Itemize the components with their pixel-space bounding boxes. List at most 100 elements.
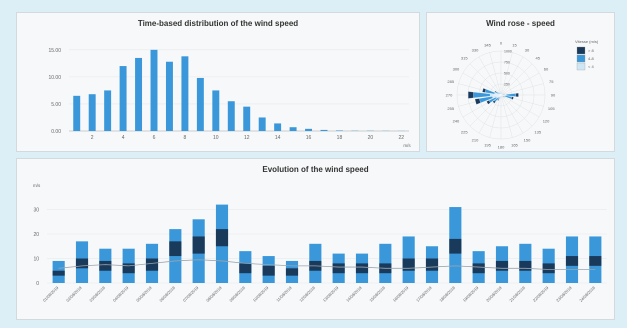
x-tick-label: 03/08/2019	[88, 285, 106, 303]
x-tick-label: 14	[275, 135, 281, 141]
bar-mean	[355, 263, 369, 274]
x-tick-label: 13/08/2019	[322, 285, 340, 303]
bar-mean	[542, 263, 555, 274]
x-tick-label: 18/08/2019	[438, 285, 456, 303]
bar-mean	[285, 268, 299, 276]
rose-sector	[486, 100, 491, 105]
x-tick-label: 06/08/2019	[158, 285, 176, 303]
direction-label: 0	[500, 41, 503, 46]
x-tick-label: 01/08/2019	[42, 285, 60, 303]
wind-rose-panel: Wind rose - speed 0 15 30 45 60 75 90 105 120 135…	[426, 12, 615, 152]
spoke	[500, 63, 533, 96]
rose-sector	[494, 90, 497, 93]
direction-label: 315	[461, 56, 468, 61]
bar	[88, 94, 96, 131]
spoke	[489, 94, 502, 138]
bar-mean	[519, 260, 532, 271]
bar	[150, 49, 158, 131]
spoke	[500, 72, 540, 96]
bar	[196, 77, 204, 131]
legend-label: > 8	[588, 48, 594, 53]
x-tick-label: 04/08/2019	[112, 285, 130, 303]
legend-swatch	[576, 54, 586, 63]
legend-label: < 4	[588, 64, 594, 69]
rose-sector	[482, 88, 486, 93]
spoke	[500, 94, 524, 134]
bar-mean	[75, 258, 89, 269]
direction-label: 60	[544, 67, 549, 72]
x-tick-label: 24/08/2019	[578, 285, 596, 303]
bar-mean	[192, 236, 205, 254]
spoke	[500, 83, 544, 96]
x-tick-label: 22/08/2019	[532, 285, 550, 303]
bar-mean	[425, 258, 439, 271]
rose-sector	[503, 96, 505, 98]
bar-mean	[402, 258, 415, 271]
bar	[243, 106, 251, 131]
wind-rose-title: Wind rose - speed	[486, 19, 555, 28]
direction-label: 180	[498, 145, 505, 150]
x-tick-label: 2	[91, 135, 94, 141]
rose-sector	[498, 92, 500, 94]
spoke	[500, 52, 513, 96]
x-tick-label: 12/08/2019	[298, 285, 316, 303]
bar-mean	[52, 270, 65, 276]
x-tick-label: 05/08/2019	[135, 285, 153, 303]
spoke	[469, 63, 502, 96]
direction-label: 165	[511, 143, 518, 148]
direction-label: 90	[551, 93, 556, 98]
direction-label: 120	[543, 119, 550, 124]
x-tick-label: 17/08/2019	[415, 285, 433, 303]
rose-sector	[499, 93, 501, 95]
evolution-chart: m/s 0 10 20 30 01/08/2019 02/08/2019 03/08/2019…	[33, 183, 607, 303]
bar	[335, 130, 343, 131]
x-tick-label: 10/08/2019	[252, 285, 270, 303]
x-tick-label: 21/08/2019	[508, 285, 526, 303]
bar-mean	[589, 256, 602, 266]
spoke	[500, 94, 513, 138]
x-tick-label: 20/08/2019	[485, 285, 503, 303]
legend-swatch	[576, 46, 586, 55]
direction-label: 270	[446, 93, 453, 98]
direction-label: 255	[447, 106, 454, 111]
bar-mean	[332, 263, 345, 274]
rose-sector	[515, 93, 519, 97]
rose-sector	[511, 96, 514, 100]
x-tick-label: 22	[398, 135, 404, 141]
legend-swatch	[576, 62, 586, 71]
x-tick-label: 6	[153, 135, 156, 141]
direction-label: 75	[549, 79, 554, 84]
spoke	[462, 72, 502, 96]
spoke	[500, 94, 540, 118]
x-tick-label: 08/08/2019	[205, 285, 223, 303]
bar	[305, 128, 313, 131]
direction-label: 210	[472, 138, 479, 143]
distribution-panel: Time-based distribution of the wind spee…	[16, 12, 420, 152]
bar	[104, 90, 112, 131]
x-tick-label: 14/08/2019	[345, 285, 363, 303]
direction-label: 15	[512, 42, 517, 47]
x-tick-label: 16/08/2019	[392, 285, 410, 303]
direction-label: 105	[548, 106, 555, 111]
bar	[274, 123, 282, 131]
y-tick-label: 0.00	[51, 129, 61, 135]
trend-line	[58, 259, 596, 270]
x-tick-label: 19/08/2019	[462, 285, 480, 303]
x-tick-label: 10	[213, 135, 219, 141]
x-tick-label: 8	[184, 135, 187, 141]
bar	[181, 56, 189, 132]
y-tick-label: 15.00	[48, 48, 61, 54]
direction-label: 345	[484, 42, 491, 47]
bar-max	[379, 243, 392, 283]
direction-label: 30	[525, 47, 530, 52]
evolution-panel: Evolution of the wind speed m/s 0 10 20 30 01…	[16, 158, 615, 320]
y-tick-label: 30	[33, 208, 39, 214]
spoke	[500, 56, 524, 96]
bar-mean	[495, 260, 509, 271]
direction-label: 135	[534, 129, 541, 134]
bar-mean	[122, 263, 135, 274]
bar	[73, 95, 81, 131]
bar-mean	[99, 260, 112, 271]
bar	[320, 129, 328, 131]
